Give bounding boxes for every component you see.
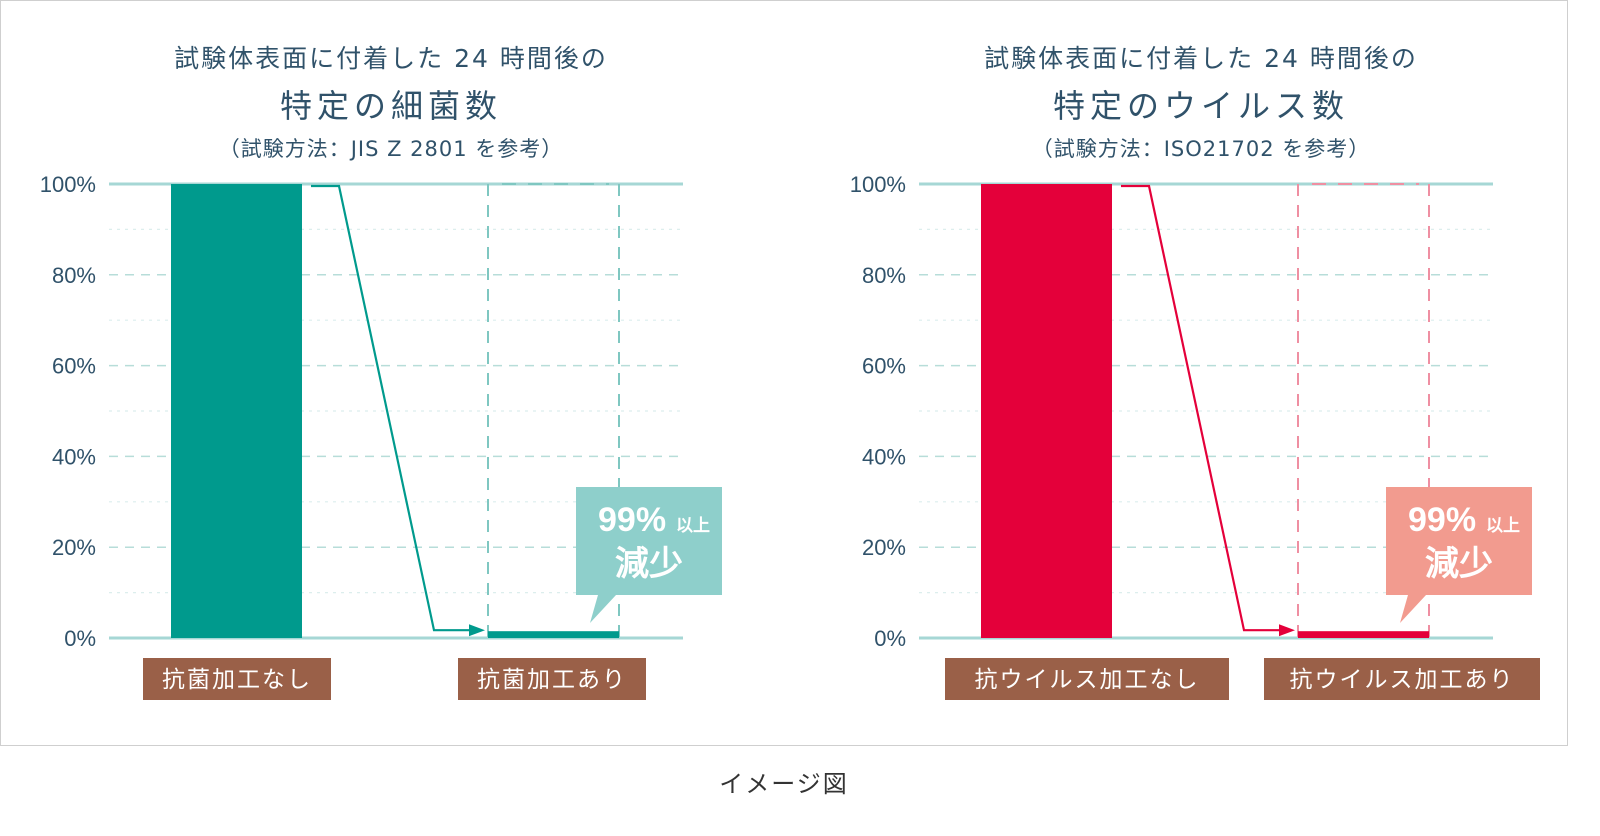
callout-text: 減少: [1425, 545, 1493, 583]
chart-panel-bacteria: 試験体表面に付着した 24 時間後の 特定の細菌数 （試験方法：JIS Z 28…: [1, 1, 781, 747]
category-label: 抗ウイルス加工なし: [975, 666, 1200, 692]
chart-title-line1: 試験体表面に付着した 24 時間後の: [174, 44, 608, 73]
figure-frame: 試験体表面に付着した 24 時間後の 特定の細菌数 （試験方法：JIS Z 28…: [0, 0, 1568, 746]
bar-untreated: [981, 184, 1112, 638]
y-tick-label: 20%: [52, 535, 96, 560]
reduction-arrow-line: [311, 184, 473, 632]
y-tick-label: 100%: [40, 172, 96, 197]
callout-suffix: 以上: [1486, 516, 1520, 535]
reduction-arrowhead: [469, 624, 485, 637]
callout-text: 減少: [615, 545, 683, 583]
y-tick-label: 80%: [52, 263, 96, 288]
callout-percent: 99%: [1408, 501, 1476, 539]
reduction-arrowhead: [1279, 624, 1295, 637]
chart-title-line2: 特定の細菌数: [279, 87, 502, 125]
category-label-box: [143, 658, 331, 700]
chart-title-line1: 試験体表面に付着した 24 時間後の: [984, 44, 1418, 73]
y-tick-label: 0%: [874, 626, 906, 651]
figure-caption: イメージ図: [719, 770, 849, 798]
chart-title-block: 試験体表面に付着した 24 時間後の 特定のウイルス数 （試験方法：ISO217…: [811, 1, 1591, 171]
chart-title-block: 試験体表面に付着した 24 時間後の 特定の細菌数 （試験方法：JIS Z 28…: [1, 1, 781, 171]
y-tick-label: 60%: [52, 354, 96, 379]
chart-title-line2: 特定のウイルス数: [1052, 87, 1349, 125]
y-tick-label: 20%: [862, 535, 906, 560]
chart-title-line3: （試験方法：ISO21702 を参考）: [1031, 137, 1371, 161]
y-tick-label: 100%: [850, 172, 906, 197]
category-label: 抗菌加工あり: [477, 666, 627, 692]
category-label-box: [1264, 658, 1540, 700]
category-label-box: [458, 658, 646, 700]
callout-percent: 99%: [598, 501, 666, 539]
y-tick-label: 40%: [52, 444, 96, 469]
reduction-arrow-line: [1121, 184, 1283, 632]
category-label: 抗ウイルス加工あり: [1290, 666, 1515, 692]
category-label-box: [945, 658, 1229, 700]
y-tick-label: 80%: [862, 263, 906, 288]
y-tick-label: 0%: [64, 626, 96, 651]
chart-title-line3: （試験方法：JIS Z 2801 を参考）: [218, 137, 564, 161]
y-tick-label: 60%: [862, 354, 906, 379]
chart-panel-virus: 試験体表面に付着した 24 時間後の 特定のウイルス数 （試験方法：ISO217…: [811, 1, 1591, 747]
callout-bubble: [1386, 487, 1532, 623]
callout-suffix: 以上: [676, 516, 710, 535]
category-label: 抗菌加工なし: [162, 666, 312, 692]
bar-treated: [488, 631, 619, 638]
callout-bubble: [576, 487, 722, 623]
y-tick-label: 40%: [862, 444, 906, 469]
bar-treated: [1298, 631, 1429, 638]
bar-untreated: [171, 184, 302, 638]
